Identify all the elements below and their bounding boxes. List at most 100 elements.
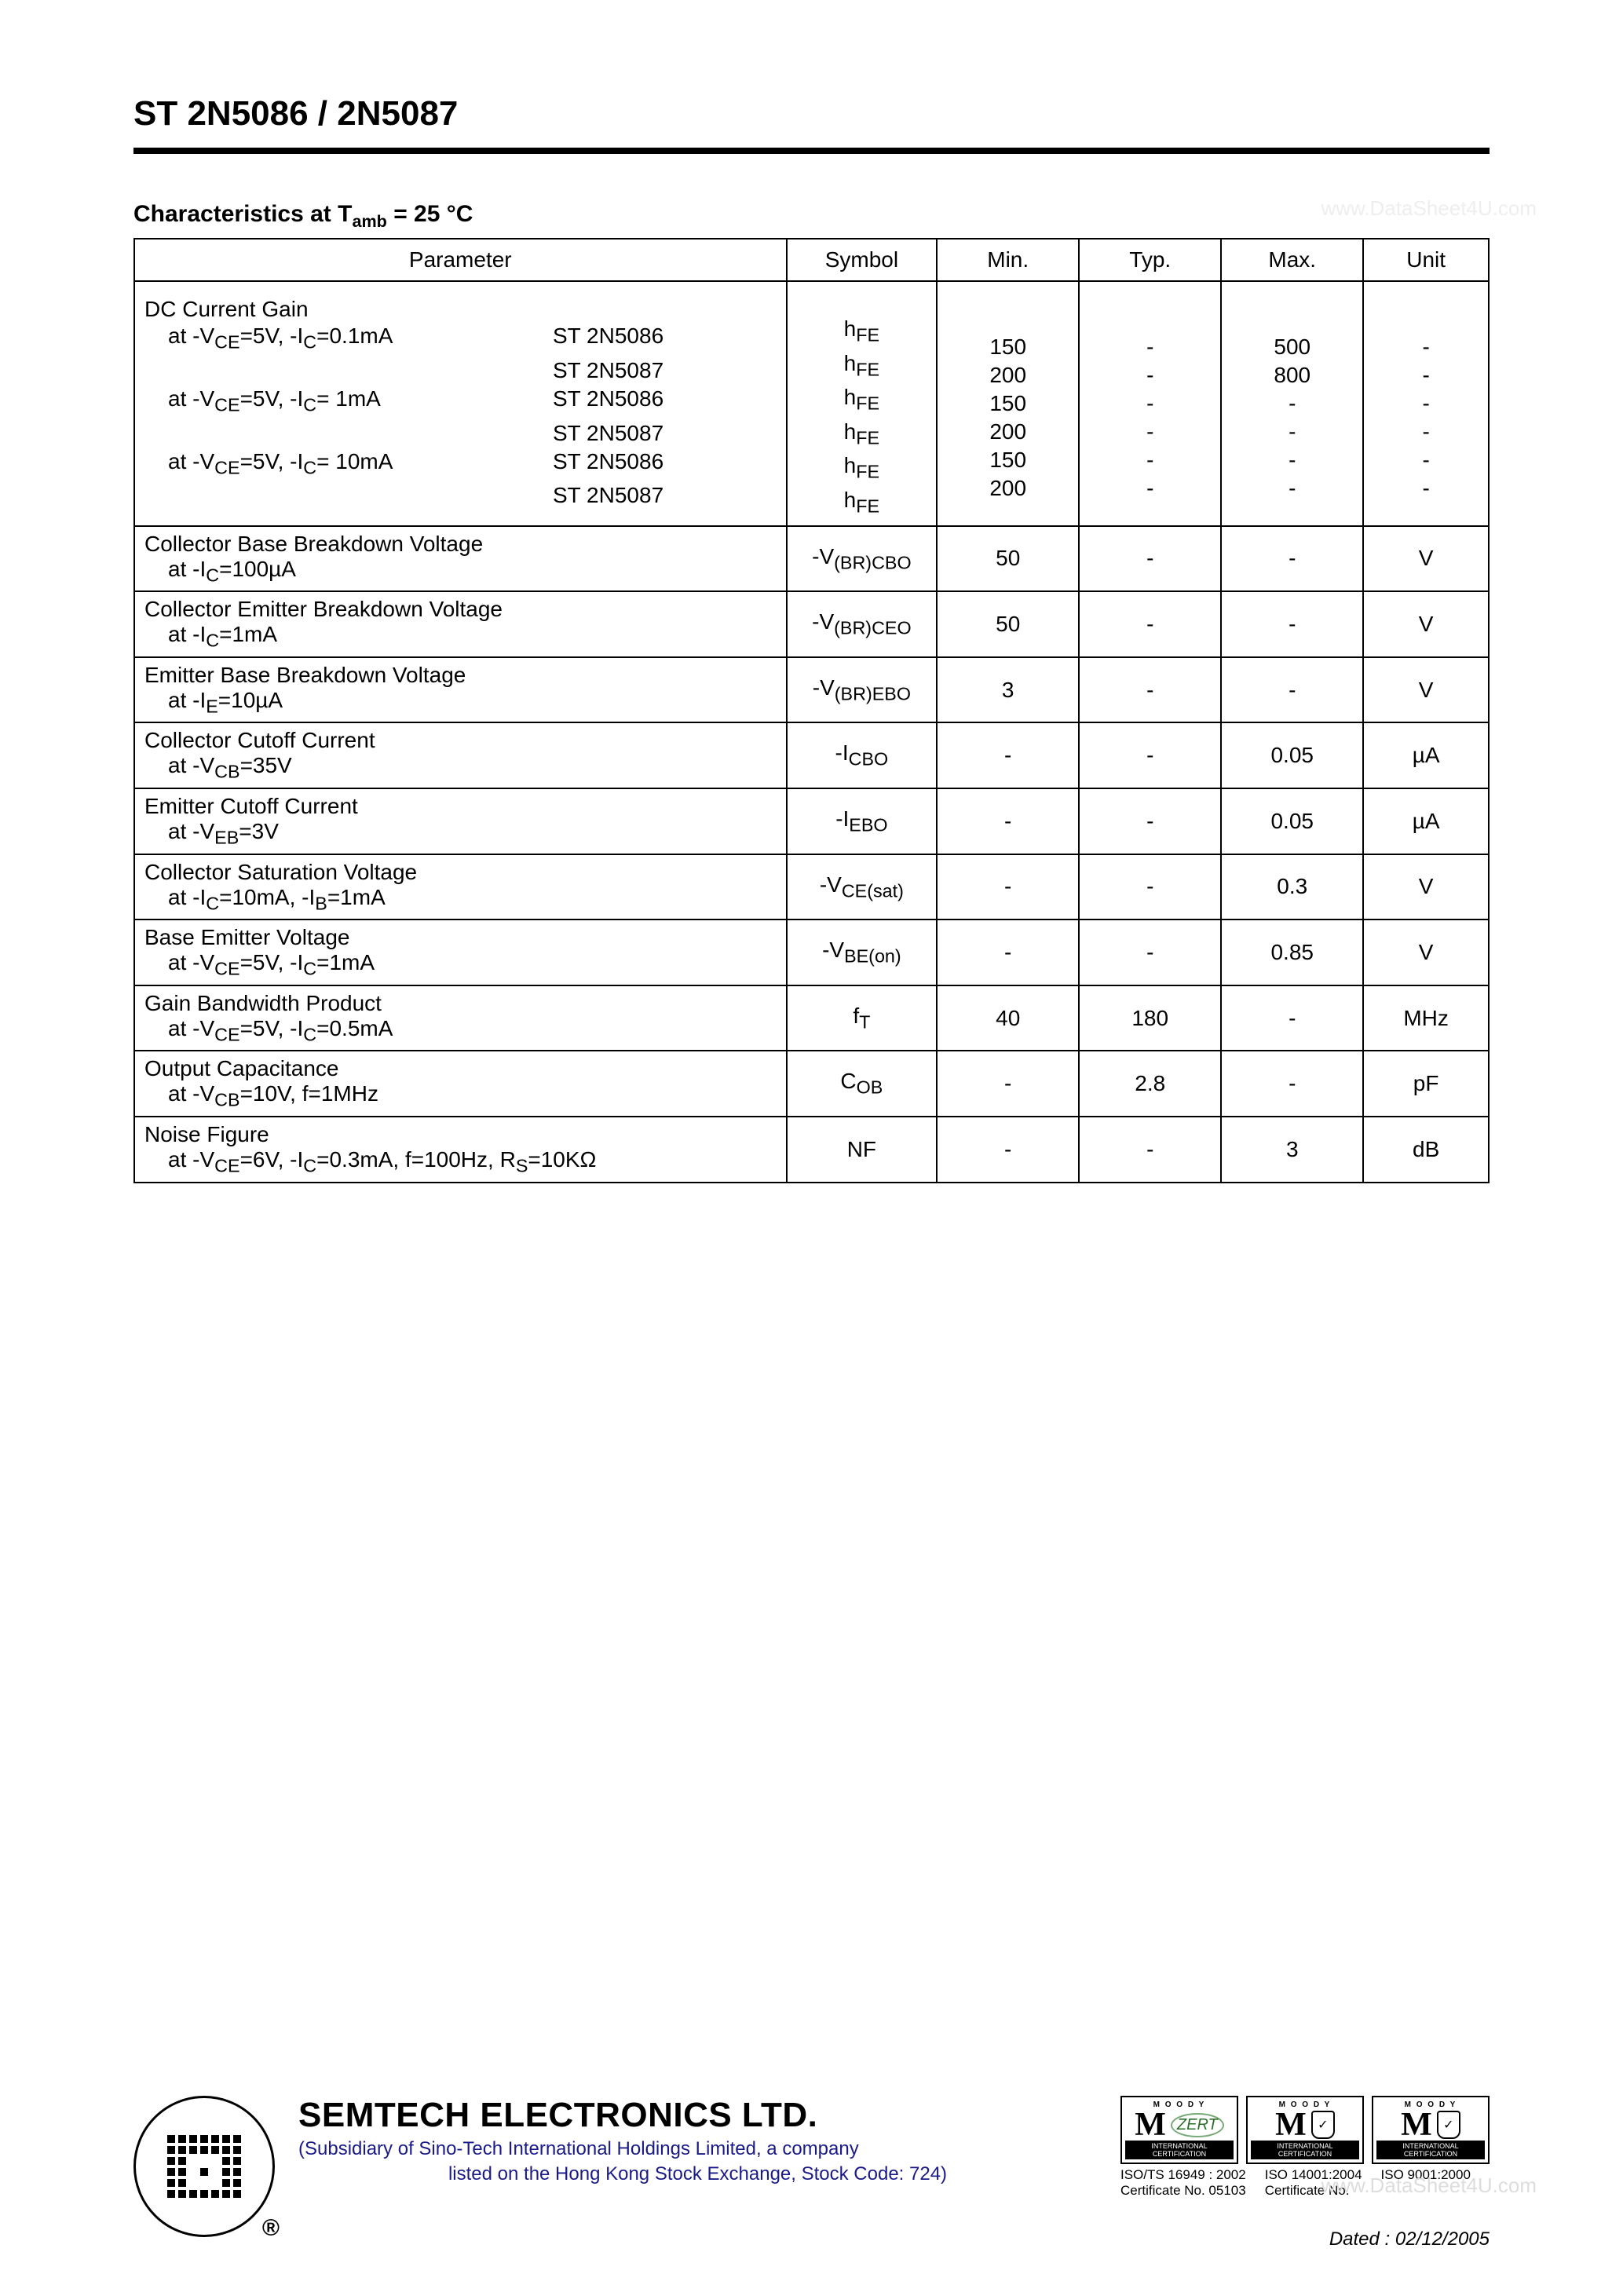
badge-iso-9001: M O O D Y M✓ INTERNATIONAL CERTIFICATION (1372, 2096, 1490, 2164)
cell-typ: - (1079, 591, 1221, 657)
watermark-top: www.DataSheet4U.com (1321, 196, 1537, 221)
cell-max: 0.85 (1221, 919, 1363, 985)
badge-intl-2: INTERNATIONAL CERTIFICATION (1251, 2141, 1359, 2159)
dc-gain-symbol: hFE (797, 486, 927, 521)
dc-gain-part: ST 2N5086 (553, 448, 777, 482)
cell-min: 50 (937, 591, 1079, 657)
cell-typ: - (1079, 526, 1221, 592)
cell-symbol: -V(BR)CEO (787, 591, 938, 657)
page-title: ST 2N5086 / 2N5087 (133, 94, 1490, 133)
cell-min: 50 (937, 526, 1079, 592)
table-row: Base Emitter Voltageat -VCE=5V, -IC=1mA-… (134, 919, 1489, 985)
dc-gain-unit: - (1373, 333, 1479, 361)
cell-max: 0.3 (1221, 854, 1363, 920)
certification-badges: M O O D Y MZERT INTERNATIONAL CERTIFICAT… (1120, 2096, 1490, 2164)
dc-gain-min: 200 (947, 361, 1069, 389)
param-name: Collector Saturation Voltage (144, 860, 777, 885)
dc-gain-unit: - (1373, 474, 1479, 503)
dc-gain-symbol: hFE (797, 418, 927, 452)
col-parameter: Parameter (134, 239, 787, 281)
dc-gain-typ: - (1089, 361, 1211, 389)
cell-min: - (937, 1051, 1079, 1117)
footer: ® SEMTECH ELECTRONICS LTD. (Subsidiary o… (133, 2096, 1490, 2237)
cell-max: - (1221, 526, 1363, 592)
table-row: Emitter Base Breakdown Voltageat -IE=10µ… (134, 657, 1489, 723)
cell-max: - (1221, 985, 1363, 1051)
badge-iso-14001: M O O D Y M✓ INTERNATIONAL CERTIFICATION (1246, 2096, 1364, 2164)
dc-gain-part: ST 2N5086 (553, 385, 777, 419)
cell-typ: - (1079, 788, 1221, 854)
col-symbol: Symbol (787, 239, 938, 281)
table-row: Collector Emitter Breakdown Voltageat -I… (134, 591, 1489, 657)
dc-gain-typ: - (1089, 474, 1211, 503)
cell-symbol: -V(BR)CBO (787, 526, 938, 592)
cell-min: - (937, 919, 1079, 985)
table-row: Collector Saturation Voltageat -IC=10mA,… (134, 854, 1489, 920)
badge-zert: ZERT (1171, 2113, 1224, 2137)
dc-gain-min: 150 (947, 333, 1069, 361)
cell-typ: - (1079, 657, 1221, 723)
cell-symbol: fT (787, 985, 938, 1051)
dc-gain-symbol: hFE (797, 349, 927, 384)
param-name: Base Emitter Voltage (144, 925, 777, 950)
dc-gain-max: - (1231, 474, 1353, 503)
param-condition: at -VEB=3V (144, 819, 777, 849)
company-subline-1: (Subsidiary of Sino-Tech International H… (298, 2138, 1097, 2160)
char-heading-prefix: Characteristics at T (133, 201, 352, 227)
cell-symbol: COB (787, 1051, 938, 1117)
table-row: Output Capacitanceat -VCB=10V, f=1MHzCOB… (134, 1051, 1489, 1117)
table-row: Noise Figureat -VCE=6V, -IC=0.3mA, f=100… (134, 1117, 1489, 1183)
param-name: Emitter Base Breakdown Voltage (144, 663, 777, 688)
cell-unit: V (1363, 657, 1489, 723)
badge-intl-3: INTERNATIONAL CERTIFICATION (1376, 2141, 1485, 2159)
dc-gain-part: ST 2N5087 (553, 481, 777, 510)
cell-max: - (1221, 657, 1363, 723)
cell-symbol: -VBE(on) (787, 919, 938, 985)
company-subline-2: listed on the Hong Kong Stock Exchange, … (298, 2163, 1097, 2185)
badge-shield-2: ✓ (1437, 2111, 1460, 2139)
dc-gain-typ: - (1089, 446, 1211, 474)
cell-typ: 180 (1079, 985, 1221, 1051)
param-name: Noise Figure (144, 1122, 777, 1147)
cell-unit: pF (1363, 1051, 1489, 1117)
cell-symbol: NF (787, 1117, 938, 1183)
param-name: Collector Base Breakdown Voltage (144, 532, 777, 557)
col-typ: Typ. (1079, 239, 1221, 281)
dc-gain-part: ST 2N5087 (553, 356, 777, 385)
dc-gain-condition: at -VCE=5V, -IC=0.1mA (144, 322, 553, 356)
company-name: SEMTECH ELECTRONICS LTD. (298, 2096, 1097, 2135)
dc-gain-max: - (1231, 446, 1353, 474)
dc-gain-unit: - (1373, 418, 1479, 446)
dc-gain-min: 150 (947, 389, 1069, 418)
cell-max: - (1221, 591, 1363, 657)
cell-unit: V (1363, 919, 1489, 985)
cell-symbol: -ICBO (787, 722, 938, 788)
cell-max: - (1221, 1051, 1363, 1117)
logo-grid (167, 2135, 241, 2198)
cell-unit: µA (1363, 722, 1489, 788)
cell-typ: - (1079, 919, 1221, 985)
dc-gain-condition: at -VCE=5V, -IC= 10mA (144, 448, 553, 482)
table-row: Gain Bandwidth Productat -VCE=5V, -IC=0.… (134, 985, 1489, 1051)
col-min: Min. (937, 239, 1079, 281)
row-dc-gain: DC Current Gain at -VCE=5V, -IC=0.1mAST … (134, 281, 1489, 526)
dc-gain-max: 800 (1231, 361, 1353, 389)
table-header-row: Parameter Symbol Min. Typ. Max. Unit (134, 239, 1489, 281)
cell-min: - (937, 1117, 1079, 1183)
badge-shield-1: ✓ (1311, 2111, 1335, 2139)
param-condition: at -VCE=5V, -IC=1mA (144, 950, 777, 980)
dc-gain-symbol: hFE (797, 452, 927, 486)
dc-gain-typ: - (1089, 333, 1211, 361)
col-max: Max. (1221, 239, 1363, 281)
badge-iso-ts: M O O D Y MZERT INTERNATIONAL CERTIFICAT… (1120, 2096, 1238, 2164)
cell-unit: dB (1363, 1117, 1489, 1183)
param-name: Gain Bandwidth Product (144, 991, 777, 1016)
cert-no-1: Certificate No. 05103 (1120, 2183, 1246, 2198)
cell-symbol: -V(BR)EBO (787, 657, 938, 723)
cell-min: 3 (937, 657, 1079, 723)
title-rule (133, 148, 1490, 154)
badge-m-3: M (1401, 2109, 1432, 2141)
cell-min: - (937, 788, 1079, 854)
dc-gain-part: ST 2N5087 (553, 419, 777, 448)
dc-gain-unit: - (1373, 361, 1479, 389)
